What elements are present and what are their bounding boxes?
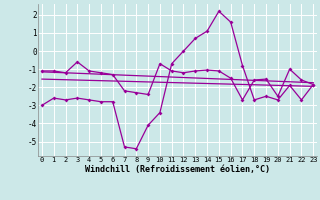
X-axis label: Windchill (Refroidissement éolien,°C): Windchill (Refroidissement éolien,°C): [85, 165, 270, 174]
